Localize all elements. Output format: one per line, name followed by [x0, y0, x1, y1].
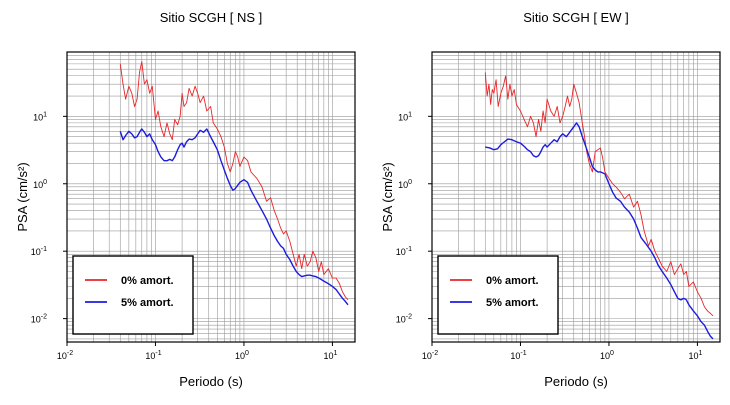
x-axis-label: Periodo (s) [544, 374, 608, 389]
legend-label: 5% amort. [486, 297, 539, 309]
x-tick-label: 10-2 [57, 350, 73, 361]
y-tick-base: 10 [31, 247, 41, 257]
series-line-0pct [119, 61, 349, 301]
x-tick-exponent: -2 [432, 350, 438, 357]
x-tick-label: 10-2 [422, 350, 438, 361]
y-tick-base: 10 [398, 112, 408, 122]
x-tick-exponent: 1 [333, 350, 337, 357]
y-axis-label: PSA (cm/s²) [15, 162, 30, 231]
y-tick-exponent: -1 [406, 246, 412, 253]
y-tick-label: 10-2 [396, 314, 412, 325]
x-axis-label: Periodo (s) [179, 374, 243, 389]
legend-label: 0% amort. [121, 275, 174, 287]
y-tick-base: 10 [31, 315, 41, 325]
legend: 0% amort. 5% amort. [72, 255, 194, 335]
series-line-5pct [119, 128, 349, 306]
x-tick-label: 101 [688, 350, 702, 361]
series-group [484, 72, 714, 340]
y-tick-exponent: -2 [406, 314, 412, 321]
x-tick-base: 10 [688, 351, 698, 361]
y-tick-label: 101 [398, 111, 412, 122]
y-tick-base: 10 [33, 112, 43, 122]
y-axis-label: PSA (cm/s²) [380, 162, 395, 231]
x-tick-exponent: 1 [698, 350, 702, 357]
legend-label: 5% amort. [121, 297, 174, 309]
x-tick-exponent: -1 [520, 350, 526, 357]
x-tick-base: 10 [510, 351, 520, 361]
y-tick-exponent: 1 [43, 111, 47, 118]
x-tick-exponent: -2 [67, 350, 73, 357]
x-tick-label: 101 [323, 350, 337, 361]
chart-title: Sitio SCGH [ NS ] [160, 10, 263, 25]
x-tick-exponent: 0 [245, 350, 249, 357]
y-tick-exponent: -1 [41, 246, 47, 253]
series-line-5pct [485, 122, 714, 340]
x-tick-exponent: 0 [610, 350, 614, 357]
y-tick-label: 100 [33, 179, 47, 190]
x-tick-exponent: -1 [155, 350, 161, 357]
y-tick-exponent: 0 [43, 179, 47, 186]
x-tick-base: 10 [600, 351, 610, 361]
y-tick-base: 10 [396, 315, 406, 325]
plot-frame [431, 51, 721, 343]
x-tick-label: 10-1 [510, 350, 526, 361]
chart-title: Sitio SCGH [ EW ] [523, 10, 628, 25]
y-tick-label: 101 [33, 111, 47, 122]
x-tick-base: 10 [323, 351, 333, 361]
y-tick-exponent: -2 [41, 314, 47, 321]
y-tick-exponent: 1 [408, 111, 412, 118]
y-tick-base: 10 [398, 180, 408, 190]
plot-frame [66, 51, 356, 343]
y-tick-base: 10 [33, 180, 43, 190]
legend: 0% amort. 5% amort. [437, 255, 559, 335]
y-tick-base: 10 [396, 247, 406, 257]
x-tick-base: 10 [57, 351, 67, 361]
x-tick-label: 100 [235, 350, 249, 361]
x-tick-label: 10-1 [145, 350, 161, 361]
x-tick-base: 10 [145, 351, 155, 361]
y-tick-label: 10-2 [31, 314, 47, 325]
x-tick-base: 10 [235, 351, 245, 361]
y-tick-label: 10-1 [396, 246, 412, 257]
x-tick-base: 10 [422, 351, 432, 361]
y-tick-exponent: 0 [408, 179, 412, 186]
y-tick-label: 10-1 [31, 246, 47, 257]
legend-box [437, 255, 559, 335]
legend-box [72, 255, 194, 335]
series-group [119, 61, 349, 306]
series-line-0pct [484, 72, 714, 317]
y-tick-label: 100 [398, 179, 412, 190]
x-tick-label: 100 [600, 350, 614, 361]
legend-label: 0% amort. [486, 275, 539, 287]
